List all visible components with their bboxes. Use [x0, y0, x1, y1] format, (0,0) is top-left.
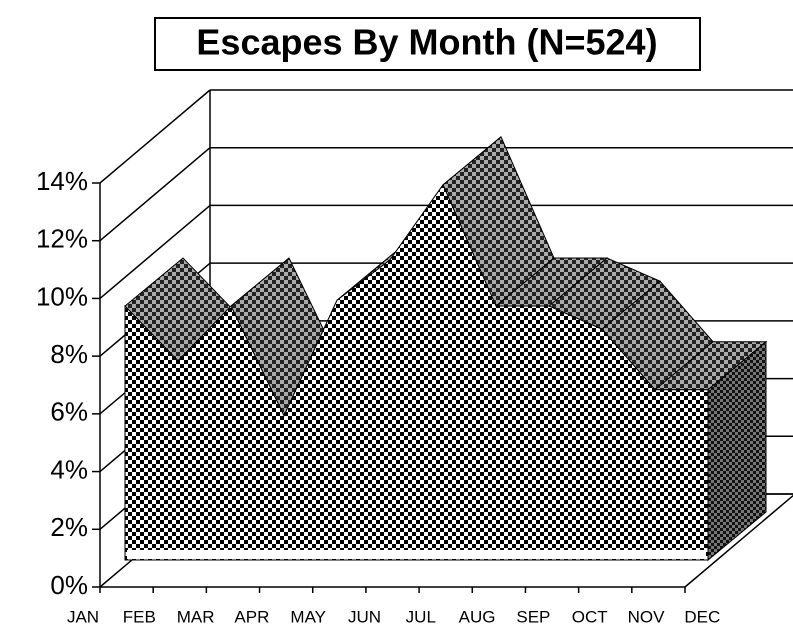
y-tick-label: 10%	[36, 281, 88, 311]
grid-line	[99, 204, 211, 300]
x-tick-label: MAR	[177, 607, 215, 626]
x-tick-label: JAN	[67, 607, 99, 626]
x-tick-label: DEC	[684, 607, 720, 626]
area-base-strip	[127, 550, 706, 559]
x-tick-label: JUL	[406, 607, 436, 626]
area-front	[124, 183, 709, 561]
x-tick-label: MAY	[290, 607, 326, 626]
y-tick-label: 0%	[50, 570, 88, 600]
x-tick-label: SEP	[516, 607, 550, 626]
floor-right	[684, 494, 793, 588]
x-tick-label: OCT	[572, 607, 608, 626]
x-tick-label: AUG	[459, 607, 496, 626]
y-tick-label: 14%	[36, 166, 88, 196]
y-tick-label: 6%	[50, 397, 88, 427]
grid-line	[99, 147, 211, 242]
x-tick-label: NOV	[628, 607, 666, 626]
x-tick-label: FEB	[123, 607, 156, 626]
title-box	[154, 17, 701, 71]
grid-line	[99, 89, 211, 184]
y-tick-label: 2%	[50, 512, 88, 542]
chart-title: Escapes By Month (N=524)	[196, 22, 657, 63]
x-tick-label: APR	[234, 607, 269, 626]
y-tick-label: 4%	[50, 454, 88, 484]
x-tick-label: JUN	[348, 607, 381, 626]
y-tick-label: 12%	[36, 224, 88, 254]
y-tick-label: 8%	[50, 339, 88, 369]
